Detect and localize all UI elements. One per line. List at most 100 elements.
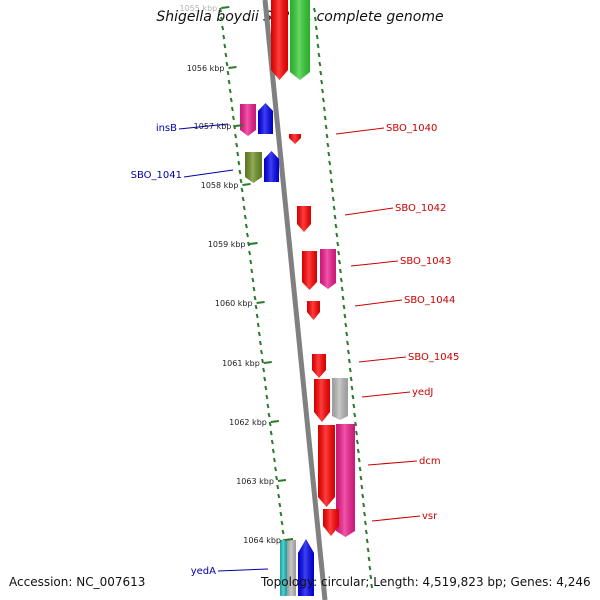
gene-label[interactable]: SBO_1040 (386, 123, 437, 134)
gene-label[interactable]: yedJ (412, 387, 433, 398)
tick-rails (219, 7, 374, 589)
gene-label[interactable]: insB (156, 123, 177, 134)
gene-leader-line (183, 169, 234, 178)
rail-dot (262, 367, 266, 373)
kbp-tick-label: 1058 kbp (201, 181, 239, 190)
rail-dot (254, 304, 258, 310)
kbp-tick (235, 124, 244, 127)
rail-dot (237, 160, 241, 166)
gene-arrow-shade (289, 134, 301, 144)
kbp-labels: 1055 kbp 1056 kbp 1057 kbp 1058 kbp 1059 kbp… (180, 4, 294, 545)
gene-label[interactable]: yedA (191, 566, 216, 577)
rail-dot (274, 466, 277, 472)
rail-dot (245, 232, 249, 238)
rail-dot (345, 331, 349, 337)
rail-dot (355, 439, 359, 445)
kbp-tick-label: 1063 kbp (236, 477, 274, 486)
rail-dot (261, 358, 265, 364)
gene-label[interactable]: SBO_1045 (408, 352, 459, 363)
rail-dot (313, 7, 316, 13)
rail-dot (238, 169, 242, 175)
rail-dot (231, 115, 235, 121)
gene-label[interactable]: SBO_1044 (404, 295, 455, 306)
rail-dot (244, 223, 248, 229)
gene-arrow-shade (280, 540, 287, 596)
rail-dot (224, 52, 228, 58)
rail-dot (324, 124, 328, 130)
rail-dot (252, 286, 256, 292)
rail-dot (363, 520, 367, 526)
rail-dot (242, 205, 246, 211)
gene-label[interactable]: dcm (419, 456, 441, 467)
rail-dot (344, 322, 348, 328)
rail-dot (256, 322, 260, 328)
rail-dot (348, 367, 352, 373)
rail-dot (328, 160, 332, 166)
kbp-tick (256, 301, 265, 304)
rail-dot (236, 151, 240, 157)
gene-arrow-shade (302, 251, 317, 290)
rail-dot (323, 115, 327, 121)
rail-dot (360, 484, 364, 490)
rail-dot (366, 547, 370, 553)
kbp-tick-label: 1059 kbp (208, 240, 246, 249)
rail-dot (316, 43, 320, 49)
gene-arrow-shade (287, 540, 296, 596)
gene-label[interactable]: SBO_1041 (131, 170, 182, 181)
rail-dot (341, 295, 345, 301)
rail-dot (357, 457, 361, 463)
gene-label[interactable]: SBO_1042 (395, 203, 446, 214)
gene-leader-line (217, 568, 269, 572)
rail-dot (228, 88, 232, 94)
rail-dot (353, 412, 357, 418)
kbp-tick-label: 1061 kbp (222, 359, 260, 368)
rail-dot (327, 151, 331, 157)
rail-dot (332, 205, 336, 211)
gene-leader-line (344, 207, 394, 216)
rail-dot (260, 349, 263, 355)
rail-dot (333, 214, 337, 220)
gene-arrow-shade (264, 151, 279, 182)
rail-dot (318, 61, 322, 67)
rail-dot (272, 457, 276, 463)
gene-arrow-shade (240, 104, 256, 136)
rail-dot (347, 358, 351, 364)
rail-dot (241, 196, 245, 202)
rail-dot (226, 70, 230, 76)
gene-arrow-shade (245, 152, 262, 183)
kbp-tick (242, 183, 251, 186)
gene-label[interactable]: vsr (422, 511, 438, 522)
rail-dot (325, 133, 329, 139)
rail-dot (322, 106, 326, 112)
accession-text: Accession: NC_007613 (9, 575, 146, 589)
rail-dot (220, 16, 224, 22)
rail-dot (276, 484, 280, 490)
rail-dot (351, 394, 355, 400)
rail-dot (251, 277, 255, 283)
rail-dot (240, 187, 244, 193)
rail-dot (267, 412, 271, 418)
rail-dot (338, 268, 342, 274)
gene-label[interactable]: SBO_1043 (400, 256, 451, 267)
rail-dot (233, 124, 236, 130)
rail-dot (281, 529, 285, 535)
rail-dot (331, 196, 335, 202)
rail-dot (335, 232, 339, 238)
rail-dot (314, 25, 318, 31)
rail-dot (315, 34, 319, 40)
rail-dot (264, 385, 268, 391)
rail-dot (358, 466, 362, 472)
rail-dot (235, 142, 239, 148)
rail-dot (343, 313, 347, 319)
rail-dot (342, 304, 346, 310)
gene-arrow-shade (320, 249, 336, 289)
rail-dot (321, 97, 325, 103)
gene-arrow-shade (271, 0, 288, 80)
rail-dot (265, 394, 269, 400)
gene-leader-line (367, 460, 418, 466)
gene-arrow-shade (336, 424, 355, 537)
rail-dot (369, 574, 373, 580)
rail-dot (354, 421, 358, 427)
rail-dot (346, 340, 350, 346)
